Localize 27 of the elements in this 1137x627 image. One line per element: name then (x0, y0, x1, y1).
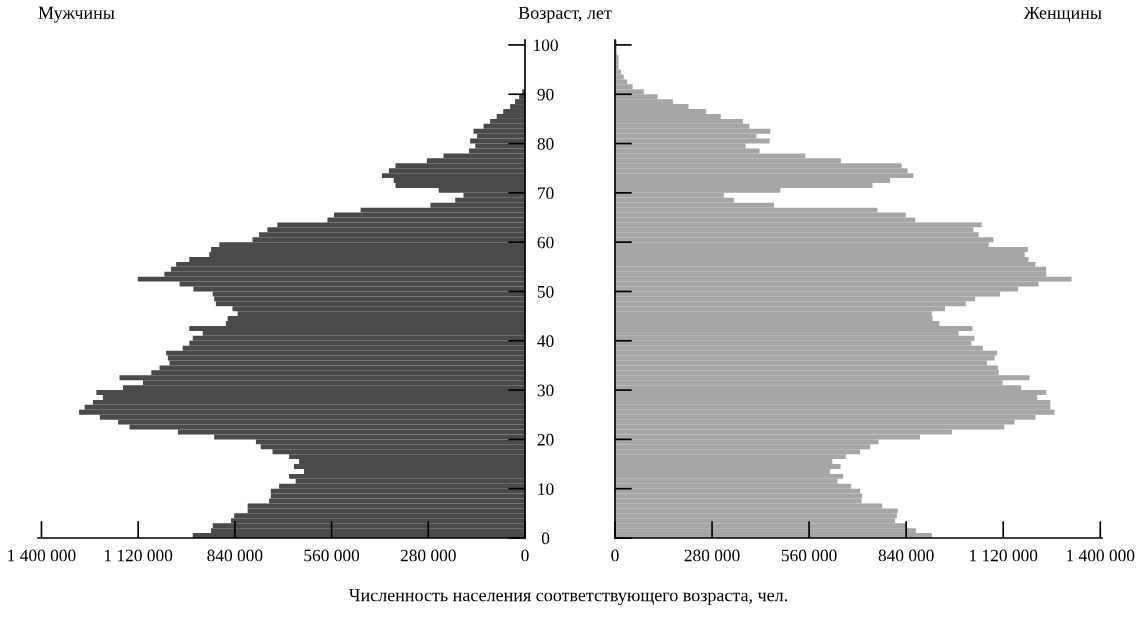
x-tick-label: 560 000 (304, 549, 360, 562)
y-tick-label: 80 (537, 138, 554, 150)
x-tick-label: 280 000 (684, 549, 740, 562)
x-tick-label: 280 000 (400, 549, 456, 562)
y-tick-label: 70 (538, 187, 554, 200)
x-tick-label: 1 120 000 (970, 549, 1038, 562)
x-tick-label: 840 000 (207, 549, 263, 562)
y-tick-label: 10 (538, 483, 554, 495)
x-axis-title: Численность населения соответствующего возраста, чел. (348, 589, 787, 606)
y-tick-label: 60 (537, 236, 554, 249)
chart-title: Женщины (1023, 6, 1102, 23)
y-tick-label: 0 (541, 532, 550, 545)
y-tick-label: 20 (537, 433, 554, 446)
chart-title: Мужчины (38, 6, 115, 23)
x-tick-label: 840 000 (878, 549, 934, 562)
x-tick-label: 1 120 000 (104, 549, 173, 562)
y-axis-title: Возраст, лет (518, 6, 612, 23)
x-tick-label: 1 400 000 (8, 549, 76, 562)
x-tick-label: 0 (611, 549, 619, 562)
y-tick-label: 100 (534, 39, 558, 52)
y-tick-label: 50 (537, 285, 554, 298)
y-tick-label: 90 (537, 88, 554, 101)
y-tick-label: 40 (537, 335, 554, 347)
x-tick-label: 1 400 000 (1067, 549, 1135, 562)
x-tick-label: 0 (521, 549, 529, 562)
x-tick-label: 560 000 (781, 549, 837, 562)
y-tick-label: 30 (537, 384, 554, 397)
